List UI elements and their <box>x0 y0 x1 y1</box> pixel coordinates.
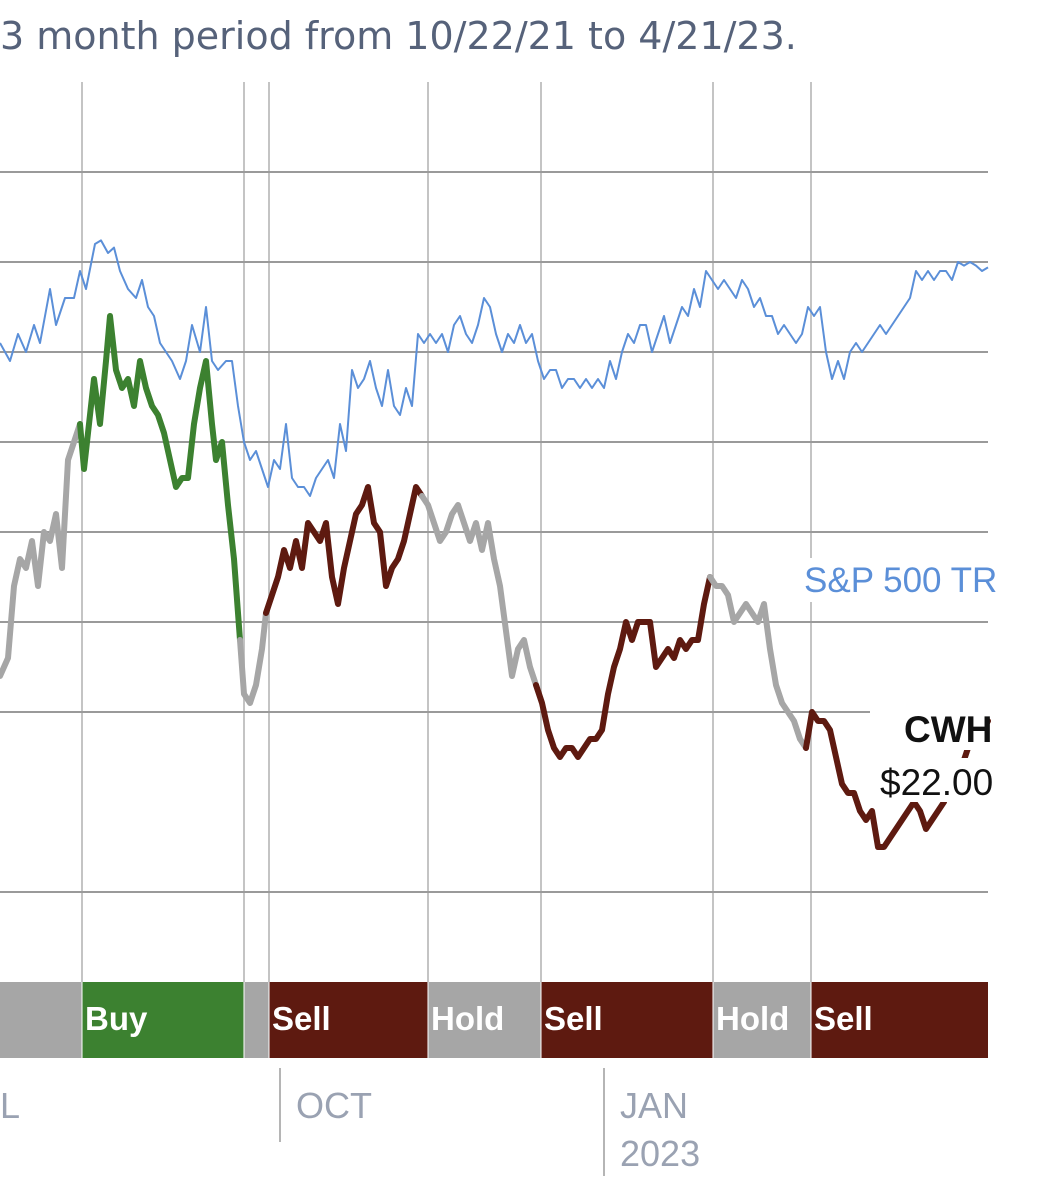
cwh-last-price: $22.00 <box>880 762 993 803</box>
sp500-label-bg <box>802 558 988 602</box>
cwh-line-segment-5 <box>533 574 713 760</box>
cwh-line-segment-0 <box>0 421 83 679</box>
rating-band-label-1: Buy <box>85 1000 148 1037</box>
cwh-line-segment-6 <box>707 574 809 751</box>
chart-caption: 3 month period from 10/22/21 to 4/21/23. <box>0 14 797 58</box>
cwh-series <box>0 313 991 850</box>
rating-band-7 <box>811 982 988 1058</box>
rating-band-6 <box>713 982 811 1058</box>
rating-band-5 <box>541 982 713 1058</box>
cwh-series-label: CWH <box>904 709 992 750</box>
cwh-line-segment-1 <box>77 313 243 643</box>
x-tick-label-oct: OCT <box>296 1085 372 1126</box>
rating-band-4 <box>428 982 541 1058</box>
sp500-series <box>0 239 989 497</box>
cwh-line-segment-4 <box>419 493 539 688</box>
rating-band-2 <box>244 982 269 1058</box>
grid-layer <box>0 82 988 982</box>
rating-band-1 <box>82 982 244 1058</box>
cwh-line-segment-2 <box>237 610 269 706</box>
rating-band-layer: Buy Sell Hold Sell Hold Sell <box>0 982 988 1058</box>
rating-band-label-6: Hold <box>716 1000 789 1037</box>
label-layer: S&P 500 TR CWH $22.00 <box>802 558 997 803</box>
x-tick-label-jul: L <box>0 1085 20 1126</box>
rating-band-label-3: Sell <box>272 1000 331 1037</box>
x-tick-label-2023: 2023 <box>620 1133 700 1174</box>
cwh-price-bg <box>875 758 988 802</box>
x-axis: L OCT JAN 2023 <box>0 1068 700 1176</box>
rating-band-label-5: Sell <box>544 1000 603 1037</box>
sp500-line <box>0 239 989 497</box>
rating-band-3 <box>269 982 428 1058</box>
rating-band-label-4: Hold <box>431 1000 504 1037</box>
x-tick-label-jan: JAN <box>620 1085 688 1126</box>
cwh-line-segment-3 <box>263 484 425 616</box>
sp500-series-label: S&P 500 TR <box>804 561 997 600</box>
rating-band-label-7: Sell <box>814 1000 873 1037</box>
rating-band-0 <box>0 982 82 1058</box>
cwh-label-bg <box>870 704 988 750</box>
